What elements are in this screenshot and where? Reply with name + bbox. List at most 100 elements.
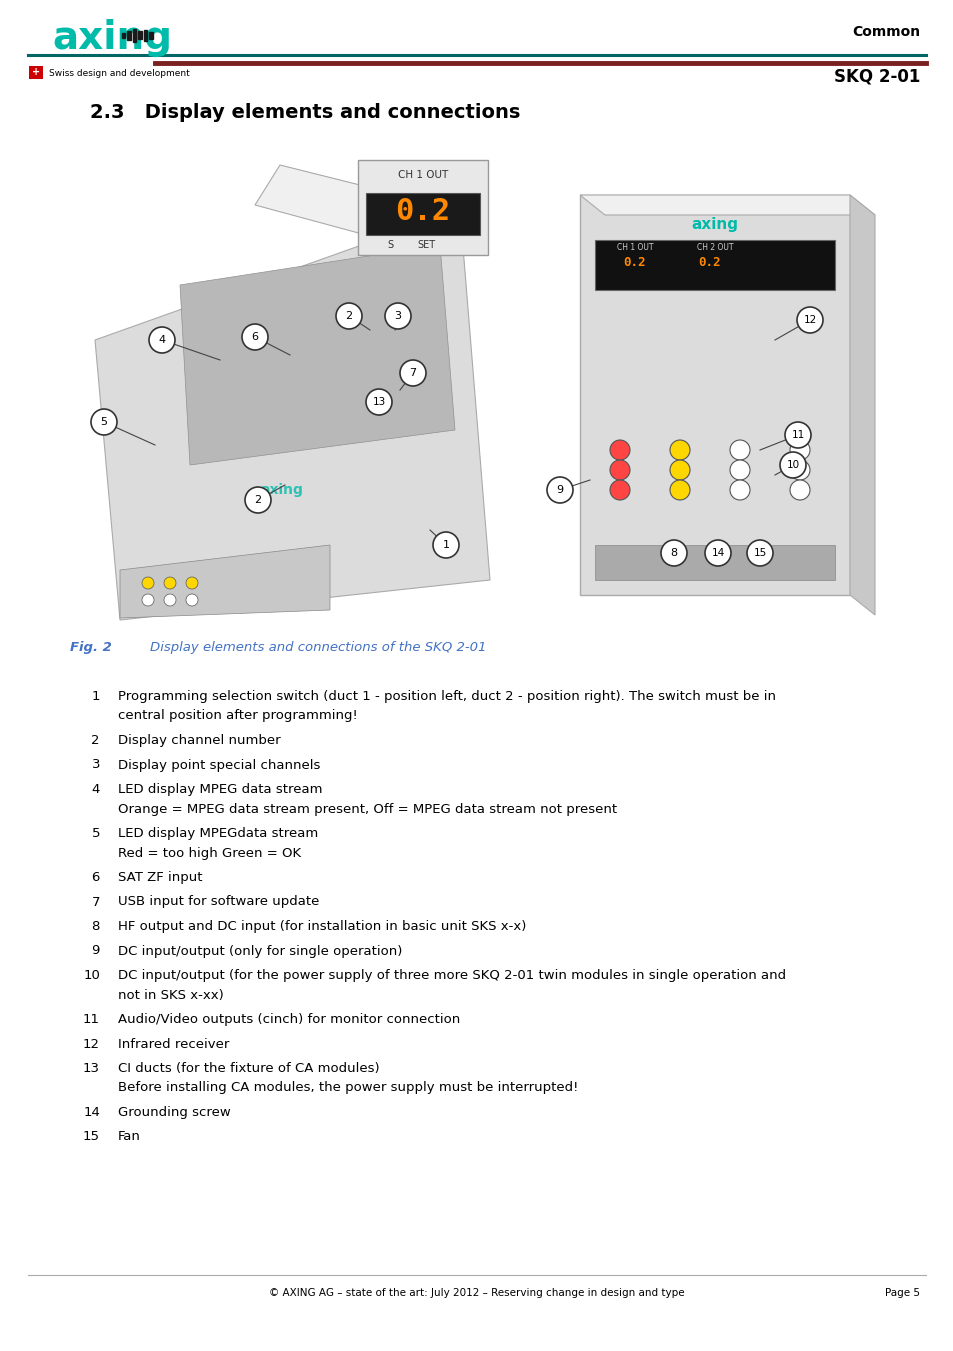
Text: 10: 10 [83,969,100,982]
Text: Common: Common [851,26,919,39]
Text: Fan: Fan [118,1131,141,1143]
Text: Red = too high Green = OK: Red = too high Green = OK [118,847,301,859]
Text: CI ducts (for the fixture of CA modules): CI ducts (for the fixture of CA modules) [118,1062,379,1075]
Circle shape [366,389,392,415]
Text: Orange = MPEG data stream present, Off = MPEG data stream not present: Orange = MPEG data stream present, Off =… [118,802,617,816]
Text: 9: 9 [556,485,563,494]
Circle shape [609,440,629,459]
Text: 7: 7 [91,896,100,908]
Text: © AXING AG – state of the art: July 2012 – Reserving change in design and type: © AXING AG – state of the art: July 2012… [269,1288,684,1298]
Text: Fig. 2: Fig. 2 [70,642,112,654]
Text: S: S [387,240,393,250]
Text: 4: 4 [91,784,100,796]
Text: Display point special channels: Display point special channels [118,758,320,771]
Circle shape [186,594,198,607]
Circle shape [796,307,822,332]
Polygon shape [95,209,490,620]
Text: 2: 2 [345,311,353,322]
Text: DC input/output (for the power supply of three more SKQ 2-01 twin modules in sin: DC input/output (for the power supply of… [118,969,785,982]
Text: 2: 2 [254,494,261,505]
Text: central position after programming!: central position after programming! [118,709,357,723]
Text: 14: 14 [711,549,724,558]
Text: Infrared receiver: Infrared receiver [118,1038,229,1051]
Circle shape [546,477,573,503]
Text: CH 1 OUT: CH 1 OUT [616,243,653,253]
Text: Swiss design and development: Swiss design and development [49,69,190,77]
Circle shape [186,577,198,589]
Bar [579,195,849,594]
Circle shape [669,459,689,480]
Polygon shape [180,245,455,465]
Circle shape [729,459,749,480]
Bar [595,240,834,290]
Bar [595,544,834,580]
Text: 5: 5 [91,827,100,840]
Circle shape [142,594,153,607]
Circle shape [784,422,810,449]
Text: DC input/output (only for single operation): DC input/output (only for single operati… [118,944,402,958]
Circle shape [245,486,271,513]
Text: 14: 14 [83,1106,100,1119]
Text: 0.2: 0.2 [698,257,720,269]
Text: Programming selection switch (duct 1 - position left, duct 2 - position right). : Programming selection switch (duct 1 - p… [118,690,775,703]
Circle shape [149,327,174,353]
Polygon shape [579,195,874,215]
Circle shape [335,303,361,330]
Text: 7: 7 [409,367,416,378]
Circle shape [669,480,689,500]
Text: axing: axing [691,218,738,232]
Text: axing: axing [260,484,302,497]
Text: 10: 10 [785,459,799,470]
Text: 2: 2 [91,734,100,747]
Text: 8: 8 [91,920,100,934]
Circle shape [746,540,772,566]
Bar [128,31,131,39]
Circle shape [780,453,805,478]
Text: 8: 8 [670,549,677,558]
Text: 13: 13 [83,1062,100,1075]
Polygon shape [254,165,459,255]
Text: +: + [31,68,40,77]
Circle shape [385,303,411,330]
Circle shape [242,324,268,350]
Text: Display elements and connections of the SKQ 2-01: Display elements and connections of the … [150,642,486,654]
Text: 13: 13 [372,397,385,407]
Text: Page 5: Page 5 [884,1288,919,1298]
Text: 0.2: 0.2 [395,197,450,227]
Circle shape [789,459,809,480]
Text: 15: 15 [753,549,766,558]
Text: 15: 15 [83,1131,100,1143]
Circle shape [729,440,749,459]
Circle shape [433,532,458,558]
Text: LED display MPEGdata stream: LED display MPEGdata stream [118,827,318,840]
Polygon shape [120,544,330,617]
Bar [150,31,152,38]
Text: Before installing CA modules, the power supply must be interrupted!: Before installing CA modules, the power … [118,1082,578,1094]
Text: 3: 3 [91,758,100,771]
Bar [366,193,479,235]
Text: CH 2 OUT: CH 2 OUT [696,243,733,253]
Circle shape [704,540,730,566]
Text: 0.2: 0.2 [623,257,645,269]
Circle shape [399,359,426,386]
Circle shape [669,440,689,459]
Text: Grounding screw: Grounding screw [118,1106,231,1119]
Text: SKQ 2-01: SKQ 2-01 [833,68,919,85]
Circle shape [91,409,117,435]
Text: 1: 1 [91,690,100,703]
Circle shape [609,480,629,500]
Bar [122,32,126,38]
Text: not in SKS x-xx): not in SKS x-xx) [118,989,224,1001]
Text: SET: SET [416,240,435,250]
Bar [144,30,148,41]
Text: Display channel number: Display channel number [118,734,280,747]
Text: LED display MPEG data stream: LED display MPEG data stream [118,784,322,796]
Bar [132,28,136,42]
Text: 4: 4 [158,335,166,345]
Circle shape [164,594,175,607]
Text: SAT ZF input: SAT ZF input [118,871,202,884]
Text: CH 1 OUT: CH 1 OUT [397,170,448,180]
Polygon shape [849,195,874,615]
Circle shape [142,577,153,589]
Text: 3: 3 [395,311,401,322]
